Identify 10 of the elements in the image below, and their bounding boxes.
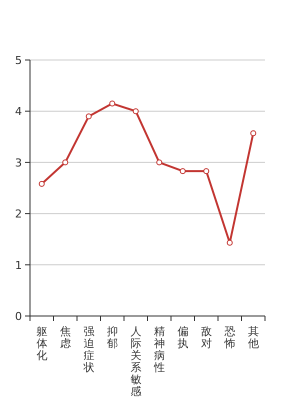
- point: [86, 113, 92, 120]
- point: [156, 159, 162, 166]
- point: [132, 108, 139, 114]
- point: [203, 168, 210, 174]
- point: [109, 100, 116, 107]
- point: [38, 180, 45, 187]
- point: [250, 130, 256, 136]
- point: [62, 159, 68, 166]
- point: [226, 240, 233, 246]
- point: [180, 168, 186, 174]
